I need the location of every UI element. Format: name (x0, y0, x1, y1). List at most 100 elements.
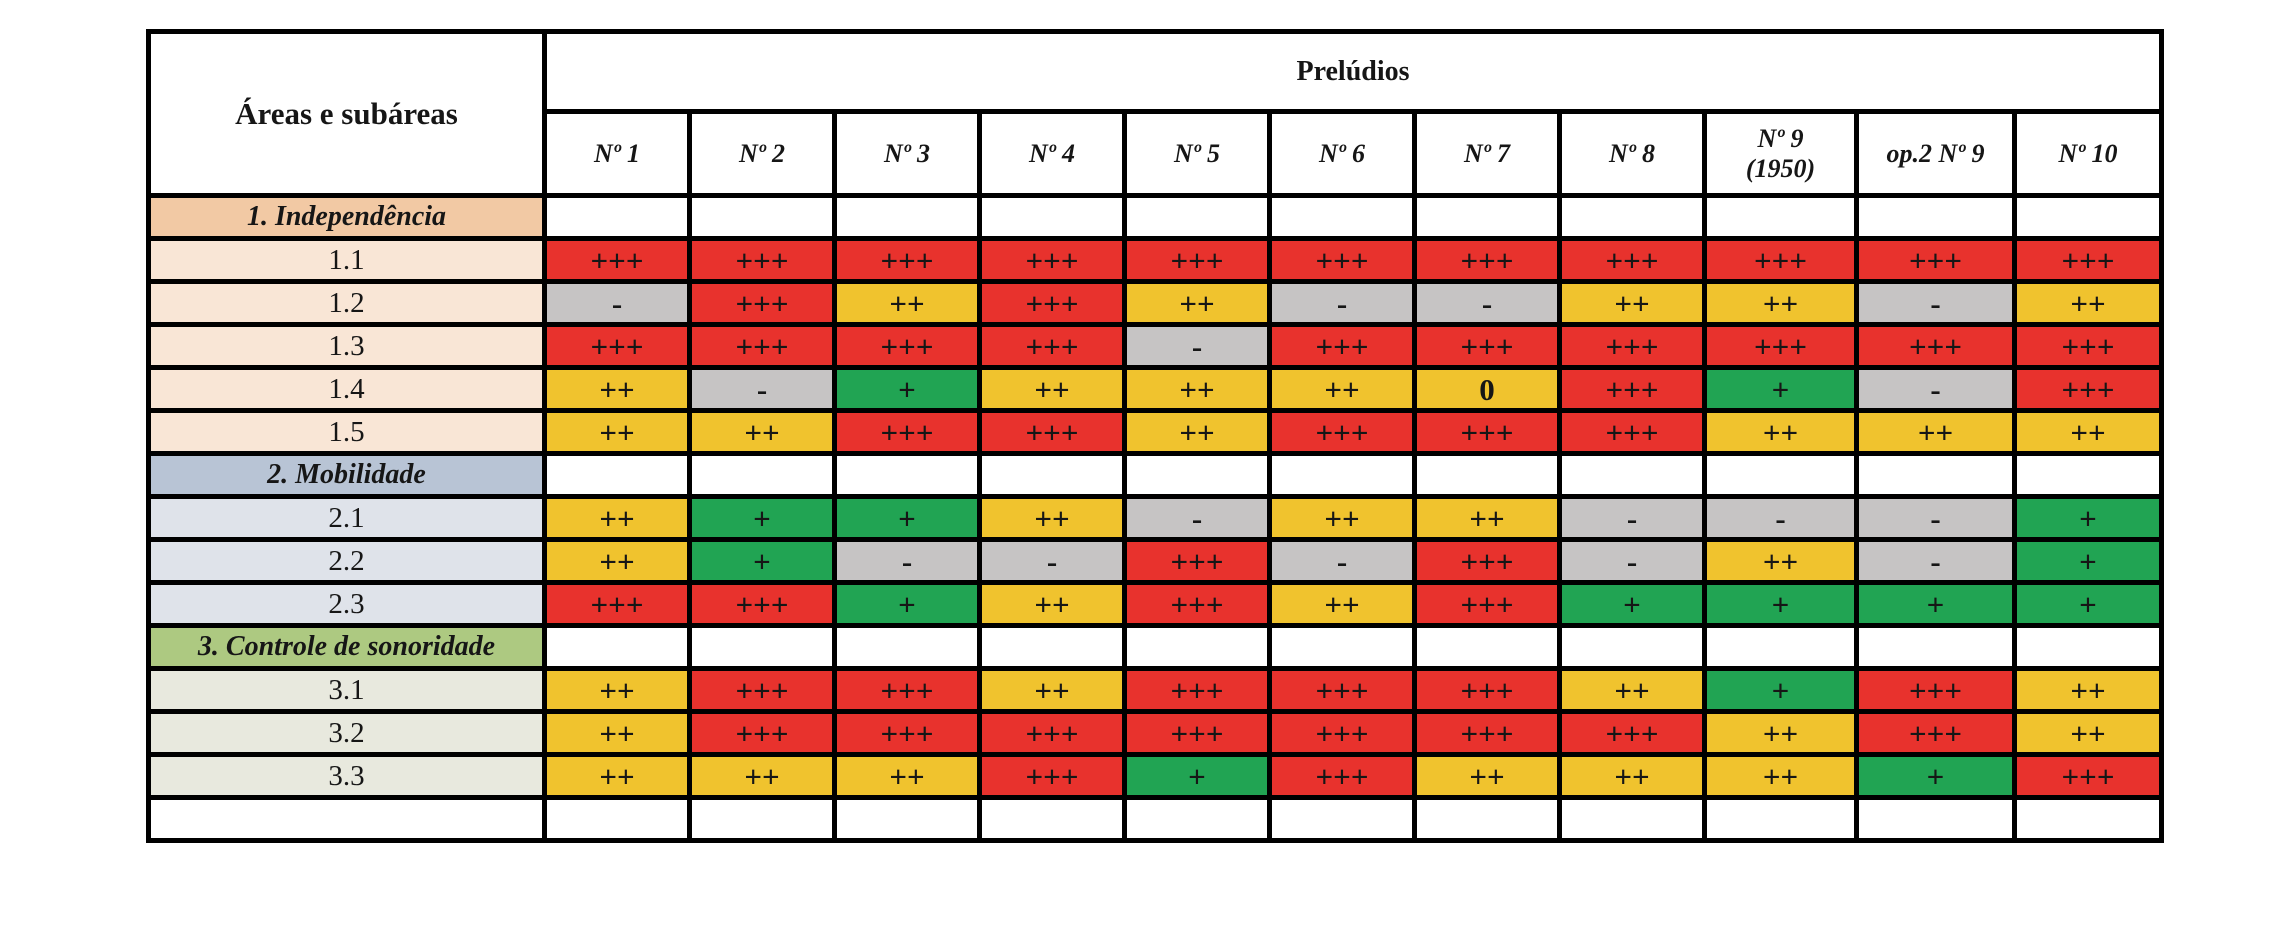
value-cell-1.5-col7: +++ (1412, 408, 1562, 456)
value-cell-3.1-col11: ++ (2012, 666, 2164, 714)
value-cell-3.3-col4: +++ (977, 752, 1127, 800)
value-cell-1.5-col9: ++ (1702, 408, 1859, 456)
value-cell-1.5-col6: +++ (1267, 408, 1417, 456)
empty-cell (2012, 193, 2164, 241)
value-cell-3.3-col6: +++ (1267, 752, 1417, 800)
empty-cell (832, 795, 982, 843)
value-cell-1.4-col2: - (687, 365, 837, 413)
empty-cell (1267, 451, 1417, 499)
value-cell-3.3-col1: ++ (542, 752, 692, 800)
column-header-3: Nº 3 (832, 109, 982, 198)
empty-cell (1702, 193, 1859, 241)
row-label: 2.2 (146, 537, 547, 585)
empty-cell (542, 451, 692, 499)
empty-cell (542, 795, 692, 843)
value-cell-3.2-col7: +++ (1412, 709, 1562, 757)
value-cell-3.1-col6: +++ (1267, 666, 1417, 714)
value-cell-1.2-col5: ++ (1122, 279, 1272, 327)
value-cell-1.1-col9: +++ (1702, 236, 1859, 284)
value-cell-3.3-col2: ++ (687, 752, 837, 800)
data-row-2.2: 2.2 ++ + - - +++ - +++ - ++ - + (146, 537, 2164, 585)
value-cell-3.2-col9: ++ (1702, 709, 1859, 757)
value-cell-2.2-col2: + (687, 537, 837, 585)
row-label: 3.1 (146, 666, 547, 714)
value-cell-2.3-col5: +++ (1122, 580, 1272, 628)
empty-cell (832, 451, 982, 499)
empty-cell (1557, 623, 1707, 671)
value-cell-2.1-col4: ++ (977, 494, 1127, 542)
row-label: 1.5 (146, 408, 547, 456)
value-cell-1.4-col6: ++ (1267, 365, 1417, 413)
data-row-3.3: 3.3 ++ ++ ++ +++ + +++ ++ ++ ++ + +++ (146, 752, 2164, 800)
value-cell-2.3-col3: + (832, 580, 982, 628)
empty-cell (1702, 623, 1859, 671)
value-cell-3.2-col1: ++ (542, 709, 692, 757)
section-label: 2. Mobilidade (146, 451, 547, 499)
value-cell-2.1-col3: + (832, 494, 982, 542)
value-cell-1.2-col2: +++ (687, 279, 837, 327)
value-cell-1.2-col10: - (1854, 279, 2017, 327)
value-cell-1.5-col5: ++ (1122, 408, 1272, 456)
value-cell-1.4-col9: + (1702, 365, 1859, 413)
value-cell-1.1-col3: +++ (832, 236, 982, 284)
value-cell-3.3-col7: ++ (1412, 752, 1562, 800)
value-cell-2.2-col1: ++ (542, 537, 692, 585)
group-header: Prelúdios (542, 29, 2164, 114)
value-cell-3.3-col5: + (1122, 752, 1272, 800)
value-cell-2.2-col3: - (832, 537, 982, 585)
column-header-7: Nº 7 (1412, 109, 1562, 198)
value-cell-2.3-col4: ++ (977, 580, 1127, 628)
empty-cell (2012, 451, 2164, 499)
value-cell-1.3-col4: +++ (977, 322, 1127, 370)
value-cell-3.1-col5: +++ (1122, 666, 1272, 714)
value-cell-2.2-col11: + (2012, 537, 2164, 585)
value-cell-3.1-col4: ++ (977, 666, 1127, 714)
bottom-empty-row (146, 795, 2164, 843)
empty-cell (1557, 193, 1707, 241)
value-cell-1.5-col10: ++ (1854, 408, 2017, 456)
value-cell-1.3-col9: +++ (1702, 322, 1859, 370)
value-cell-2.1-col5: - (1122, 494, 1272, 542)
value-cell-3.2-col3: +++ (832, 709, 982, 757)
value-cell-1.3-col1: +++ (542, 322, 692, 370)
data-row-1.4: 1.4 ++ - + ++ ++ ++ 0 +++ + - +++ (146, 365, 2164, 413)
empty-cell (1702, 795, 1859, 843)
empty-cell (687, 193, 837, 241)
row-label: 2.1 (146, 494, 547, 542)
value-cell-1.4-col7: 0 (1412, 365, 1562, 413)
value-cell-1.5-col4: +++ (977, 408, 1127, 456)
value-cell-3.2-col8: +++ (1557, 709, 1707, 757)
value-cell-2.1-col7: ++ (1412, 494, 1562, 542)
column-header-6: Nº 6 (1267, 109, 1417, 198)
column-header-11: Nº 10 (2012, 109, 2164, 198)
row-label: 1.2 (146, 279, 547, 327)
row-label: 1.4 (146, 365, 547, 413)
value-cell-1.3-col5: - (1122, 322, 1272, 370)
value-cell-3.1-col3: +++ (832, 666, 982, 714)
empty-cell (1854, 795, 2017, 843)
empty-cell (1122, 623, 1272, 671)
value-cell-3.3-col3: ++ (832, 752, 982, 800)
value-cell-3.1-col10: +++ (1854, 666, 2017, 714)
empty-cell (1854, 623, 2017, 671)
empty-cell (542, 623, 692, 671)
value-cell-1.2-col4: +++ (977, 279, 1127, 327)
value-cell-2.3-col6: ++ (1267, 580, 1417, 628)
value-cell-3.1-col9: + (1702, 666, 1859, 714)
value-cell-2.1-col10: - (1854, 494, 2017, 542)
empty-cell (1122, 451, 1272, 499)
value-cell-2.3-col1: +++ (542, 580, 692, 628)
value-cell-1.5-col1: ++ (542, 408, 692, 456)
value-cell-1.2-col1: - (542, 279, 692, 327)
column-header-8: Nº 8 (1557, 109, 1707, 198)
value-cell-2.3-col11: + (2012, 580, 2164, 628)
empty-cell (1412, 623, 1562, 671)
value-cell-1.5-col11: ++ (2012, 408, 2164, 456)
empty-cell (1412, 795, 1562, 843)
empty-cell (977, 193, 1127, 241)
empty-cell (1854, 451, 2017, 499)
empty-cell (2012, 623, 2164, 671)
value-cell-1.2-col3: ++ (832, 279, 982, 327)
value-cell-3.2-col6: +++ (1267, 709, 1417, 757)
value-cell-3.3-col10: + (1854, 752, 2017, 800)
